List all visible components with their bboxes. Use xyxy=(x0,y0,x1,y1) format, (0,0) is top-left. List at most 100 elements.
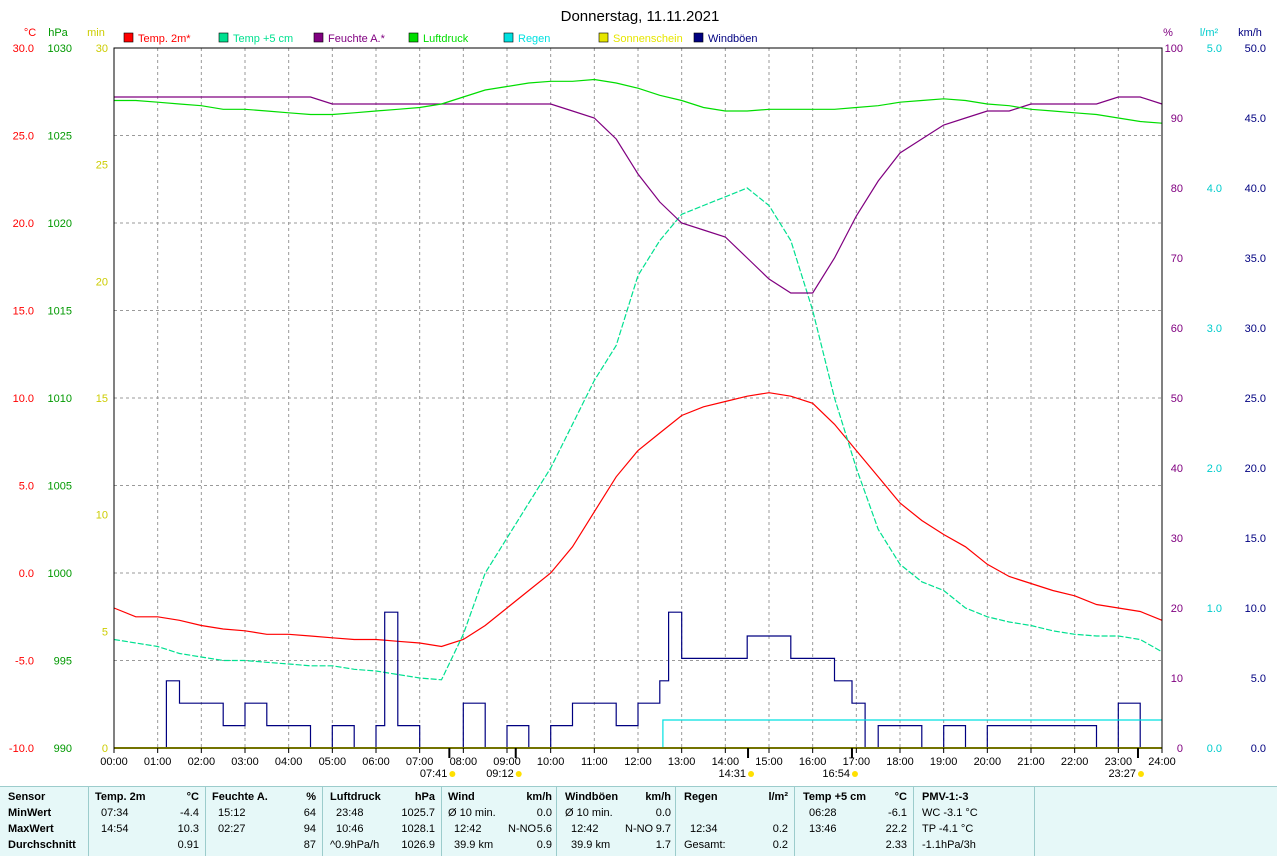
row-label-avg: Durchschnitt xyxy=(8,839,76,852)
x-tick-label: 08:00 xyxy=(450,756,478,768)
tick-label-pressure: 1005 xyxy=(48,481,72,493)
feuchte-unit: % xyxy=(306,791,316,804)
tick-label-sun: 30 xyxy=(96,43,108,55)
tick-label-sun: 15 xyxy=(96,393,108,405)
axis-unit-wind: km/h xyxy=(1238,27,1262,39)
luftdruck-unit: hPa xyxy=(415,791,435,804)
windboeen-distance: 39.9 km xyxy=(571,839,610,852)
x-tick-label: 19:00 xyxy=(930,756,958,768)
legend-label: Windböen xyxy=(708,33,758,45)
x-tick-label: 07:00 xyxy=(406,756,434,768)
weather-chart: Donnerstag, 11.11.2021 Temp. 2m*Temp +5 … xyxy=(0,0,1277,786)
legend-swatch xyxy=(694,33,703,42)
summary-pmv: PMV-1:-3 WC -3.1 °C TP -4.1 °C -1.1hPa/3… xyxy=(914,787,1034,856)
luftdruck-min-value: 1025.7 xyxy=(401,807,435,820)
x-tick-label: 02:00 xyxy=(188,756,216,768)
tick-label-temp: -5.0 xyxy=(15,656,34,668)
divider xyxy=(1034,787,1035,856)
summary-panel: Sensor MinWert MaxWert Durchschnitt Temp… xyxy=(0,786,1277,856)
feuchte-max-time: 02:27 xyxy=(218,823,246,836)
x-tick-label: 05:00 xyxy=(319,756,347,768)
temp5cm-max-time: 13:46 xyxy=(809,823,837,836)
tick-label-humidity: 20 xyxy=(1171,603,1183,615)
tick-label-humidity: 90 xyxy=(1171,113,1183,125)
tick-label-pressure: 1010 xyxy=(48,393,72,405)
x-tick-label: 06:00 xyxy=(362,756,390,768)
luftdruck-max-time: 10:46 xyxy=(336,823,364,836)
tick-label-wind: 20.0 xyxy=(1245,463,1266,475)
temp2m-max-time: 14:54 xyxy=(101,823,129,836)
tick-label-humidity: 80 xyxy=(1171,183,1183,195)
x-tick-label: 23:00 xyxy=(1105,756,1133,768)
luftdruck-avg-value: 1026.9 xyxy=(401,839,435,852)
chart-grid xyxy=(114,48,1162,748)
summary-feuchte: Feuchte A. % 15:12 64 02:27 94 87 xyxy=(206,787,322,856)
row-label-min: MinWert xyxy=(8,807,51,820)
regen-unit: l/m² xyxy=(768,791,788,804)
tick-label-wind: 25.0 xyxy=(1245,393,1266,405)
tick-label-rain: 1.0 xyxy=(1207,603,1222,615)
tick-label-sun: 10 xyxy=(96,510,108,522)
wind-max-time: 12:42 xyxy=(454,823,482,836)
legend-swatch xyxy=(314,33,323,42)
x-tick-label: 22:00 xyxy=(1061,756,1089,768)
windboeen-max-value: 9.7 xyxy=(656,823,671,836)
summary-wind: Wind km/h Ø 10 min. 0.0 12:42 N-NO 5.6 3… xyxy=(442,787,556,856)
sun-marker-icon xyxy=(449,771,455,777)
windboeen-max-time: 12:42 xyxy=(571,823,599,836)
chart-series xyxy=(114,79,1162,748)
temp2m-header: Temp. 2m xyxy=(95,791,146,804)
tick-label-wind: 5.0 xyxy=(1251,673,1266,685)
legend-swatch xyxy=(124,33,133,42)
x-tick-label: 01:00 xyxy=(144,756,172,768)
tick-label-wind: 45.0 xyxy=(1245,113,1266,125)
wind-avg-value: 0.9 xyxy=(537,839,552,852)
axis-unit-rain: l/m² xyxy=(1200,27,1219,39)
windboeen-avg10-label: Ø 10 min. xyxy=(565,807,613,820)
windboeen-avg-value: 1.7 xyxy=(656,839,671,852)
regen-header: Regen xyxy=(684,791,718,804)
windboeen-max-direction: N-NO xyxy=(625,823,653,836)
wind-max-direction: N-NO xyxy=(508,823,536,836)
temp5cm-avg-value: 2.33 xyxy=(886,839,907,852)
wind-avg10-label: Ø 10 min. xyxy=(448,807,496,820)
temp5cm-unit: °C xyxy=(895,791,907,804)
regen-max-value: 0.2 xyxy=(773,823,788,836)
sensor-header: Sensor xyxy=(8,791,45,804)
tick-label-humidity: 50 xyxy=(1171,393,1183,405)
tick-label-pressure: 1015 xyxy=(48,306,72,318)
summary-temp2m: Temp. 2m °C 07:34 -4.4 14:54 10.3 0.91 xyxy=(89,787,205,856)
tick-label-sun: 25 xyxy=(96,160,108,172)
tick-label-sun: 0 xyxy=(102,743,108,755)
temp5cm-min-time: 06:28 xyxy=(809,807,837,820)
tick-label-wind: 50.0 xyxy=(1245,43,1266,55)
x-tick-label: 00:00 xyxy=(100,756,128,768)
wind-header: Wind xyxy=(448,791,475,804)
windboeen-header: Windböen xyxy=(565,791,618,804)
tick-label-wind: 10.0 xyxy=(1245,603,1266,615)
tick-label-temp: 25.0 xyxy=(13,131,34,143)
pmv-dewpoint: TP -4.1 °C xyxy=(922,823,973,836)
summary-temp5cm: Temp +5 cm °C 06:28 -6.1 13:46 22.2 2.33 xyxy=(795,787,913,856)
sun-marker-icon xyxy=(1138,771,1144,777)
x-marker-label: 16:54 xyxy=(822,768,850,780)
luftdruck-trend: ^0.9hPa/h xyxy=(330,839,379,852)
x-tick-label: 16:00 xyxy=(799,756,827,768)
wind-max-value: 5.6 xyxy=(537,823,552,836)
x-tick-label: 13:00 xyxy=(668,756,696,768)
x-tick-label: 24:00 xyxy=(1148,756,1176,768)
tick-label-pressure: 1020 xyxy=(48,218,72,230)
tick-label-pressure: 1000 xyxy=(48,568,72,580)
tick-label-rain: 3.0 xyxy=(1207,323,1222,335)
x-tick-label: 14:00 xyxy=(712,756,740,768)
x-marker-label: 09:12 xyxy=(486,768,514,780)
temp2m-min-time: 07:34 xyxy=(101,807,129,820)
tick-label-humidity: 40 xyxy=(1171,463,1183,475)
x-tick-label: 17:00 xyxy=(843,756,871,768)
tick-label-humidity: 0 xyxy=(1177,743,1183,755)
legend-swatch xyxy=(219,33,228,42)
legend-label: Temp +5 cm xyxy=(233,33,293,45)
